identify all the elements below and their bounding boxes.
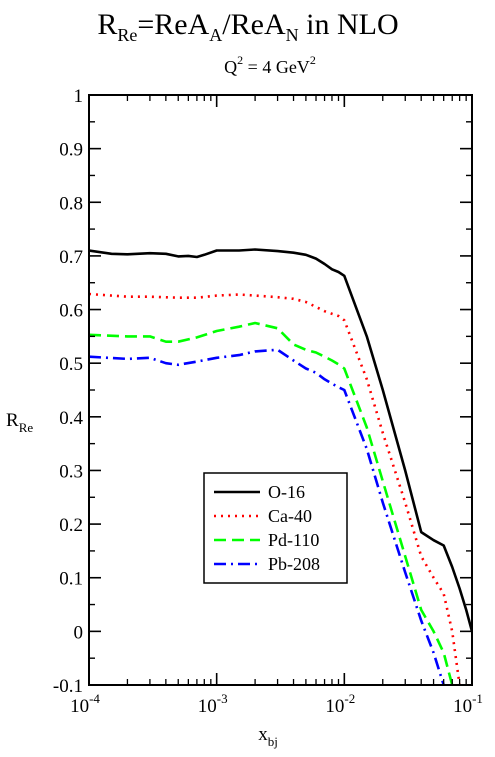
chart-subtitle: Q2 = 4 GeV2 [224,53,316,77]
x-tick-label: 10-2 [325,691,355,717]
y-axis-label: RRe [6,410,33,435]
title-tail: in NLO [299,8,399,41]
legend-label-o-16: O-16 [268,482,305,502]
y-tick-label: 0.6 [59,301,83,322]
x-axis-label: xbj [258,724,278,749]
x-tick-exp: -2 [344,691,355,706]
x-tick-base: 10 [325,696,344,717]
series-line-pb-208 [89,348,445,685]
xlabel-base: x [258,724,268,745]
subtitle-base: Q [224,57,237,77]
title-sub1: Re [117,25,137,45]
x-tick-base: 10 [198,696,217,717]
subtitle-sup2: 2 [310,53,316,67]
y-tick-label: 0.7 [59,247,83,268]
x-ticks: 10-4 10-3 10-2 10-1 [70,95,483,717]
y-ticks: -0.1 0 0.1 0.2 0.3 0.4 0.5 0.6 0.7 0.8 0.9 1 [53,86,472,697]
series-line-pd-110 [89,321,454,685]
legend-label-pd-110: Pd-110 [268,530,319,550]
series-line-ca-40 [89,292,461,685]
x-tick-label: 10-4 [70,691,100,717]
x-tick-base: 10 [453,696,472,717]
xlabel-sub: bj [268,734,278,749]
x-tick-exp: -4 [89,691,100,706]
title-sub2: A [209,25,222,45]
y-tick-label: 0.5 [59,354,83,375]
chart-title: RRe=ReAA/ReAN in NLO [97,8,398,45]
subtitle-mid: = 4 GeV [243,57,310,77]
y-tick-label: -0.1 [53,676,83,697]
legend: O-16 Ca-40 Pd-110 Pb-208 [203,472,348,584]
y-tick-label: 0.9 [59,140,83,161]
x-tick-exp: -3 [217,691,228,706]
y-tick-label: 0.8 [59,193,83,214]
title-sub3: N [286,25,299,45]
subtitle-sup1: 2 [237,53,243,67]
y-tick-label: 0.4 [59,408,83,429]
title-base: R [97,8,117,41]
legend-items: O-16 Ca-40 Pd-110 Pb-208 [214,482,320,574]
x-tick-label: 10-3 [198,691,228,717]
ylabel-sub: Re [19,420,34,435]
y-tick-label: 1 [74,86,84,107]
plot-frame [88,94,473,686]
x-tick-exp: -1 [472,691,483,706]
title-mid2: /ReA [222,8,286,41]
legend-label-pb-208: Pb-208 [268,554,320,574]
y-tick-label: 0.1 [59,569,83,590]
x-tick-base: 10 [70,696,89,717]
legend-label-ca-40: Ca-40 [268,506,312,526]
series-line-o-16 [89,248,472,632]
y-tick-label: 0 [74,622,84,643]
x-tick-label: 10-1 [453,691,483,717]
y-tick-label: 0.3 [59,461,83,482]
y-tick-label: 0.2 [59,515,83,536]
plot-layer [89,248,472,685]
ylabel-base: R [6,410,19,431]
title-mid: =ReA [137,8,209,41]
